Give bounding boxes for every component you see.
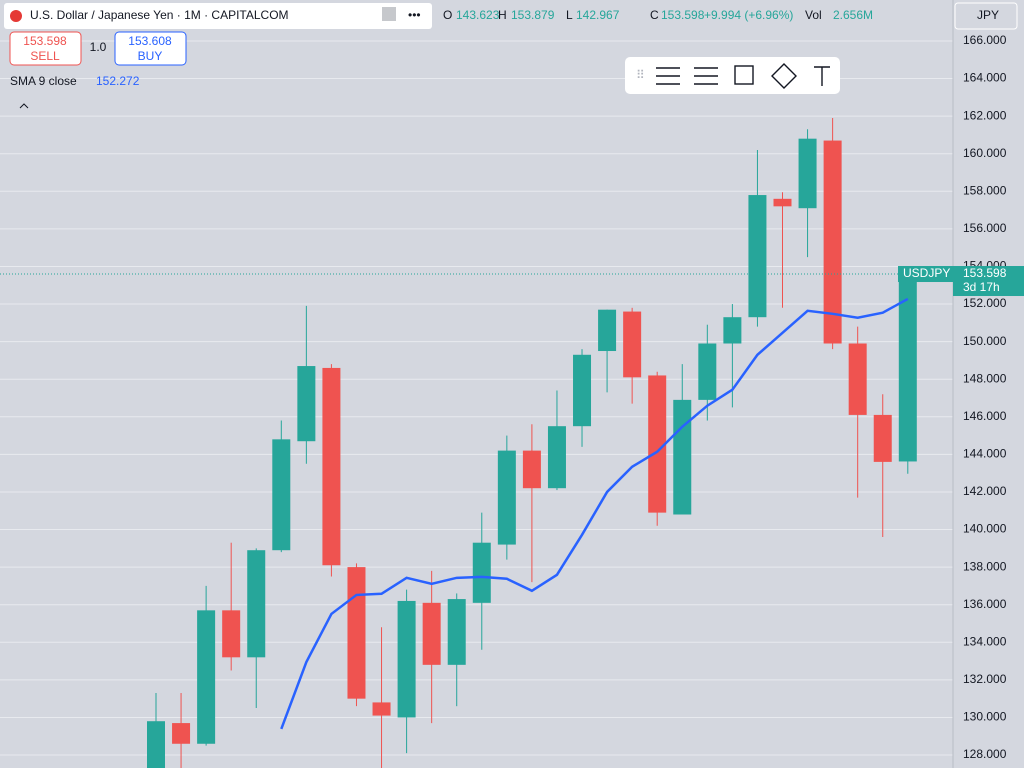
candle-body [272,439,291,551]
candle-body [297,366,316,442]
candle-body [547,426,566,489]
candle-body [723,317,742,344]
candle-body [447,599,466,665]
legend-name: SMA 9 close [10,74,77,88]
candle-body [648,375,667,513]
candle-body [698,343,717,400]
candle-body [598,309,617,352]
currency-box [954,2,1018,30]
candle-body [623,311,642,378]
flag-icon [10,10,22,22]
candle-body [247,550,266,658]
price-axis [953,0,1024,768]
candle-body [848,343,867,415]
y-tick-label: 164.000 [963,71,1007,85]
sell-button[interactable] [9,31,82,66]
vol-label: Vol [805,8,822,22]
price-tag [953,266,1024,297]
h-value: 153.879 [511,8,555,22]
candle-body [147,721,165,768]
change: +9.994 (+6.96%) [704,8,793,22]
y-tick-label: 152.000 [963,296,1007,310]
c-label: C [650,8,659,22]
candle-body [497,450,516,545]
y-tick-label: 156.000 [963,221,1007,235]
grid [0,40,953,756]
legend-value: 152.272 [96,74,140,88]
l-label: L [566,8,573,22]
o-label: O [443,8,452,22]
candle-body [798,138,817,209]
candle-body [422,602,441,665]
plot [0,118,953,768]
candle-body [823,140,842,344]
candle-body [372,702,391,716]
candle-body [573,354,592,427]
y-tick-label: 150.000 [963,334,1007,348]
candle-body [748,195,767,318]
sell-price: 153.598 [23,34,67,48]
collapse-icon[interactable] [19,103,29,109]
candle-body [873,414,892,462]
price-tag-value: 153.598 [963,266,1007,280]
y-tick-label: 148.000 [963,371,1007,385]
y-tick-label: 158.000 [963,183,1007,197]
o-value: 143.623 [456,8,500,22]
symbol-tag-label: USDJPY [903,266,950,280]
y-tick-label: 146.000 [963,409,1007,423]
y-tick-label: 138.000 [963,559,1007,573]
drag-handle[interactable]: ⠿ [636,68,645,82]
y-tick-label: 134.000 [963,634,1007,648]
price-tag-countdown: 3d 17h [963,280,1000,294]
y-tick-label: 140.000 [963,522,1007,536]
y-tick-label: 128.000 [963,747,1007,761]
candle-body [397,600,416,718]
symbol-bar [4,3,432,29]
candle-body [773,198,792,207]
l-value: 142.967 [576,8,620,22]
buy-label: BUY [138,49,163,63]
y-tick-label: 162.000 [963,108,1007,122]
y-tick-label: 166.000 [963,33,1007,47]
toolbar-icons[interactable] [656,63,830,89]
candle-body [322,367,341,566]
c-value: 153.598 [661,8,705,22]
h-label: H [498,8,507,22]
sma-line [280,297,909,730]
more[interactable]: ••• [408,8,421,22]
candle-body [347,567,366,699]
currency[interactable]: JPY [977,8,999,22]
candle-body [172,723,191,744]
compare-icon [382,7,396,21]
y-tick-label: 142.000 [963,484,1007,498]
buy-button[interactable] [114,31,187,66]
price-axis-labels: 128.000 130.000 132.000 134.000 136.000 138.0… [963,33,1007,761]
sell-label: SELL [30,49,60,63]
y-tick-label: 160.000 [963,146,1007,160]
y-tick-label: 136.000 [963,597,1007,611]
symbol-tag [898,266,953,283]
buy-price: 153.608 [128,34,172,48]
candle-body [222,610,241,658]
candle-body [673,399,692,515]
vol-value: 2.656M [833,8,873,22]
candle-body [522,450,541,489]
y-tick-label: 130.000 [963,710,1007,724]
quantity: 1.0 [90,40,107,54]
candle-body [197,610,216,744]
candle-body [472,542,491,603]
y-tick-label: 132.000 [963,672,1007,686]
y-tick-label: 144.000 [963,447,1007,461]
candle-body [898,274,917,462]
symbol-title: U.S. Dollar / Japanese Yen · 1M · CAPITA… [30,8,289,22]
